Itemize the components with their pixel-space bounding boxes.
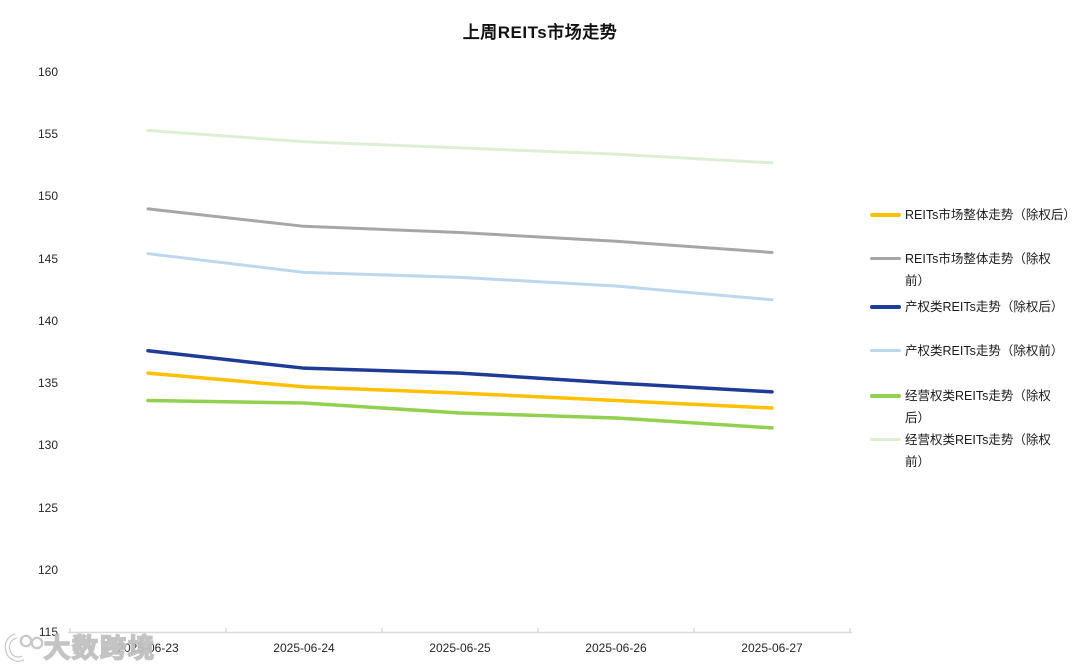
y-tick-label: 120 [37,562,58,577]
series-line [146,128,774,165]
legend-item: REITs市场整体走势（除权 前） [870,248,1070,292]
y-tick-label: 130 [37,438,58,453]
y-tick-label: 160 [37,65,58,79]
legend-item: 经营权类REITs走势（除权 后） [870,385,1070,429]
legend-label: REITs市场整体走势（除权后） [905,208,1076,222]
x-tick-label: 2025-06-23 [117,641,179,655]
series-line [146,398,774,430]
y-tick-label: 145 [37,251,58,266]
legend-label: 产权类REITs走势（除权前） [905,344,1064,358]
legend-label: 经营权类REITs走势（除权 前） [905,433,1051,469]
y-tick-label: 135 [37,376,58,391]
y-tick-label: 125 [37,500,58,515]
series-line [146,207,774,254]
y-tick-label: 115 [38,625,58,639]
legend-label: 经营权类REITs走势（除权 后） [905,389,1051,425]
watermark: 大数跨境 [2,632,156,664]
series-line [146,349,774,394]
legend-label: REITs市场整体走势（除权 前） [905,252,1051,288]
legend-line-swatch [870,213,901,217]
watermark-logo-icon [4,633,44,662]
x-tick-label: 2025-06-27 [741,641,803,655]
legend-item: 产权类REITs走势（除权前） [870,340,1070,362]
legend-label: 产权类REITs走势（除权后） [905,300,1064,314]
legend-line-swatch [870,349,901,352]
legend-line-swatch [870,257,901,260]
series-line [146,371,774,410]
y-tick-label: 150 [37,189,58,204]
x-tick-label: 2025-06-26 [585,641,647,655]
legend-line-swatch [870,438,901,441]
x-tick-label: 2025-06-25 [429,641,491,655]
chart-title: 上周REITs市场走势 [462,23,618,42]
legend-item: 产权类REITs走势（除权后） [870,296,1070,318]
series-line [146,252,774,302]
legend: REITs市场整体走势（除权后） REITs市场整体走势（除权 前） 产权类REI… [870,200,1076,473]
x-tick-label: 2025-06-24 [273,641,335,655]
legend-item: REITs市场整体走势（除权后） [870,204,1076,226]
watermark-text: 大数跨境 [43,632,157,664]
legend-line-swatch [870,394,901,398]
y-tick-label: 155 [37,127,58,142]
legend-line-swatch [870,305,901,309]
y-tick-label: 140 [37,313,58,328]
legend-item: 经营权类REITs走势（除权 前） [870,429,1070,473]
